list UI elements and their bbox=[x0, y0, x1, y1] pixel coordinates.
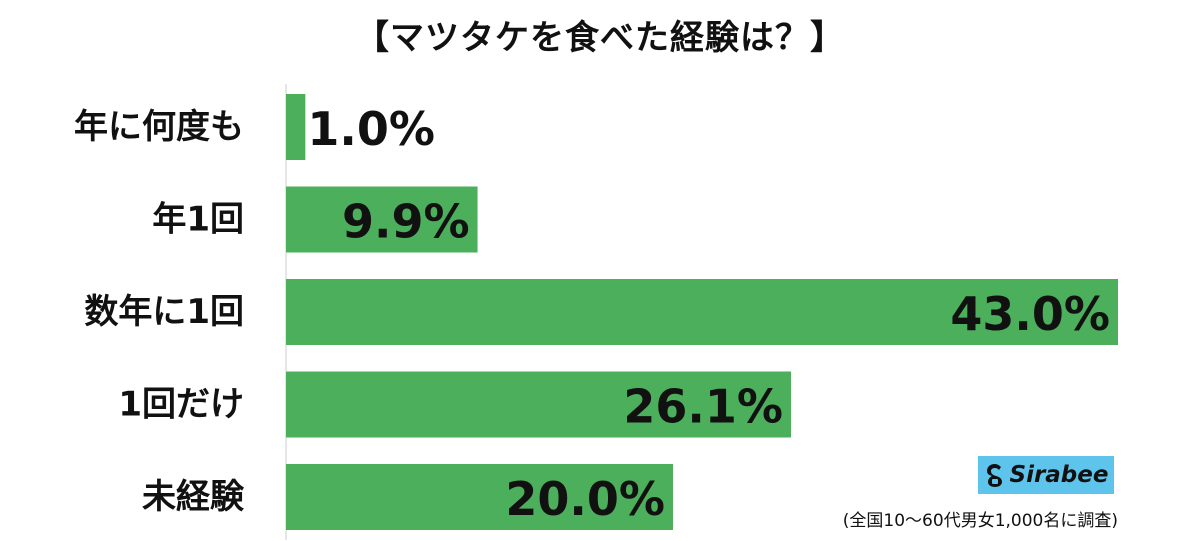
chart-title: 【マツタケを食べた経験は？】 bbox=[355, 18, 845, 58]
bar bbox=[286, 279, 1118, 345]
category-label: 数年に1回 bbox=[84, 292, 244, 332]
value-label: 26.1% bbox=[623, 380, 783, 434]
sirabee-logo-mark-icon bbox=[986, 464, 1002, 487]
bar bbox=[286, 464, 673, 530]
value-label: 1.0% bbox=[307, 102, 435, 156]
category-label: 1回だけ bbox=[118, 385, 244, 425]
logo-text: Sirabee bbox=[1009, 462, 1109, 488]
value-label: 20.0% bbox=[505, 472, 665, 526]
survey-footnote: (全国10〜60代男女1,000名に調査) bbox=[842, 511, 1118, 531]
bar bbox=[286, 186, 478, 253]
bar bbox=[286, 371, 792, 438]
category-label: 未経験 bbox=[142, 477, 245, 517]
bars-group: 年に何度も 1.0% 年1回 9.9% 数年に1回 43.0% 1回だけ 26.1% 未経験 20… bbox=[74, 94, 1118, 530]
sirabee-logo: Sirabee bbox=[978, 456, 1114, 494]
value-label: 43.0% bbox=[950, 287, 1110, 341]
bar bbox=[286, 94, 306, 160]
category-label: 年に何度も bbox=[74, 107, 244, 147]
value-label: 9.9% bbox=[342, 195, 470, 249]
category-label: 年1回 bbox=[152, 200, 244, 240]
